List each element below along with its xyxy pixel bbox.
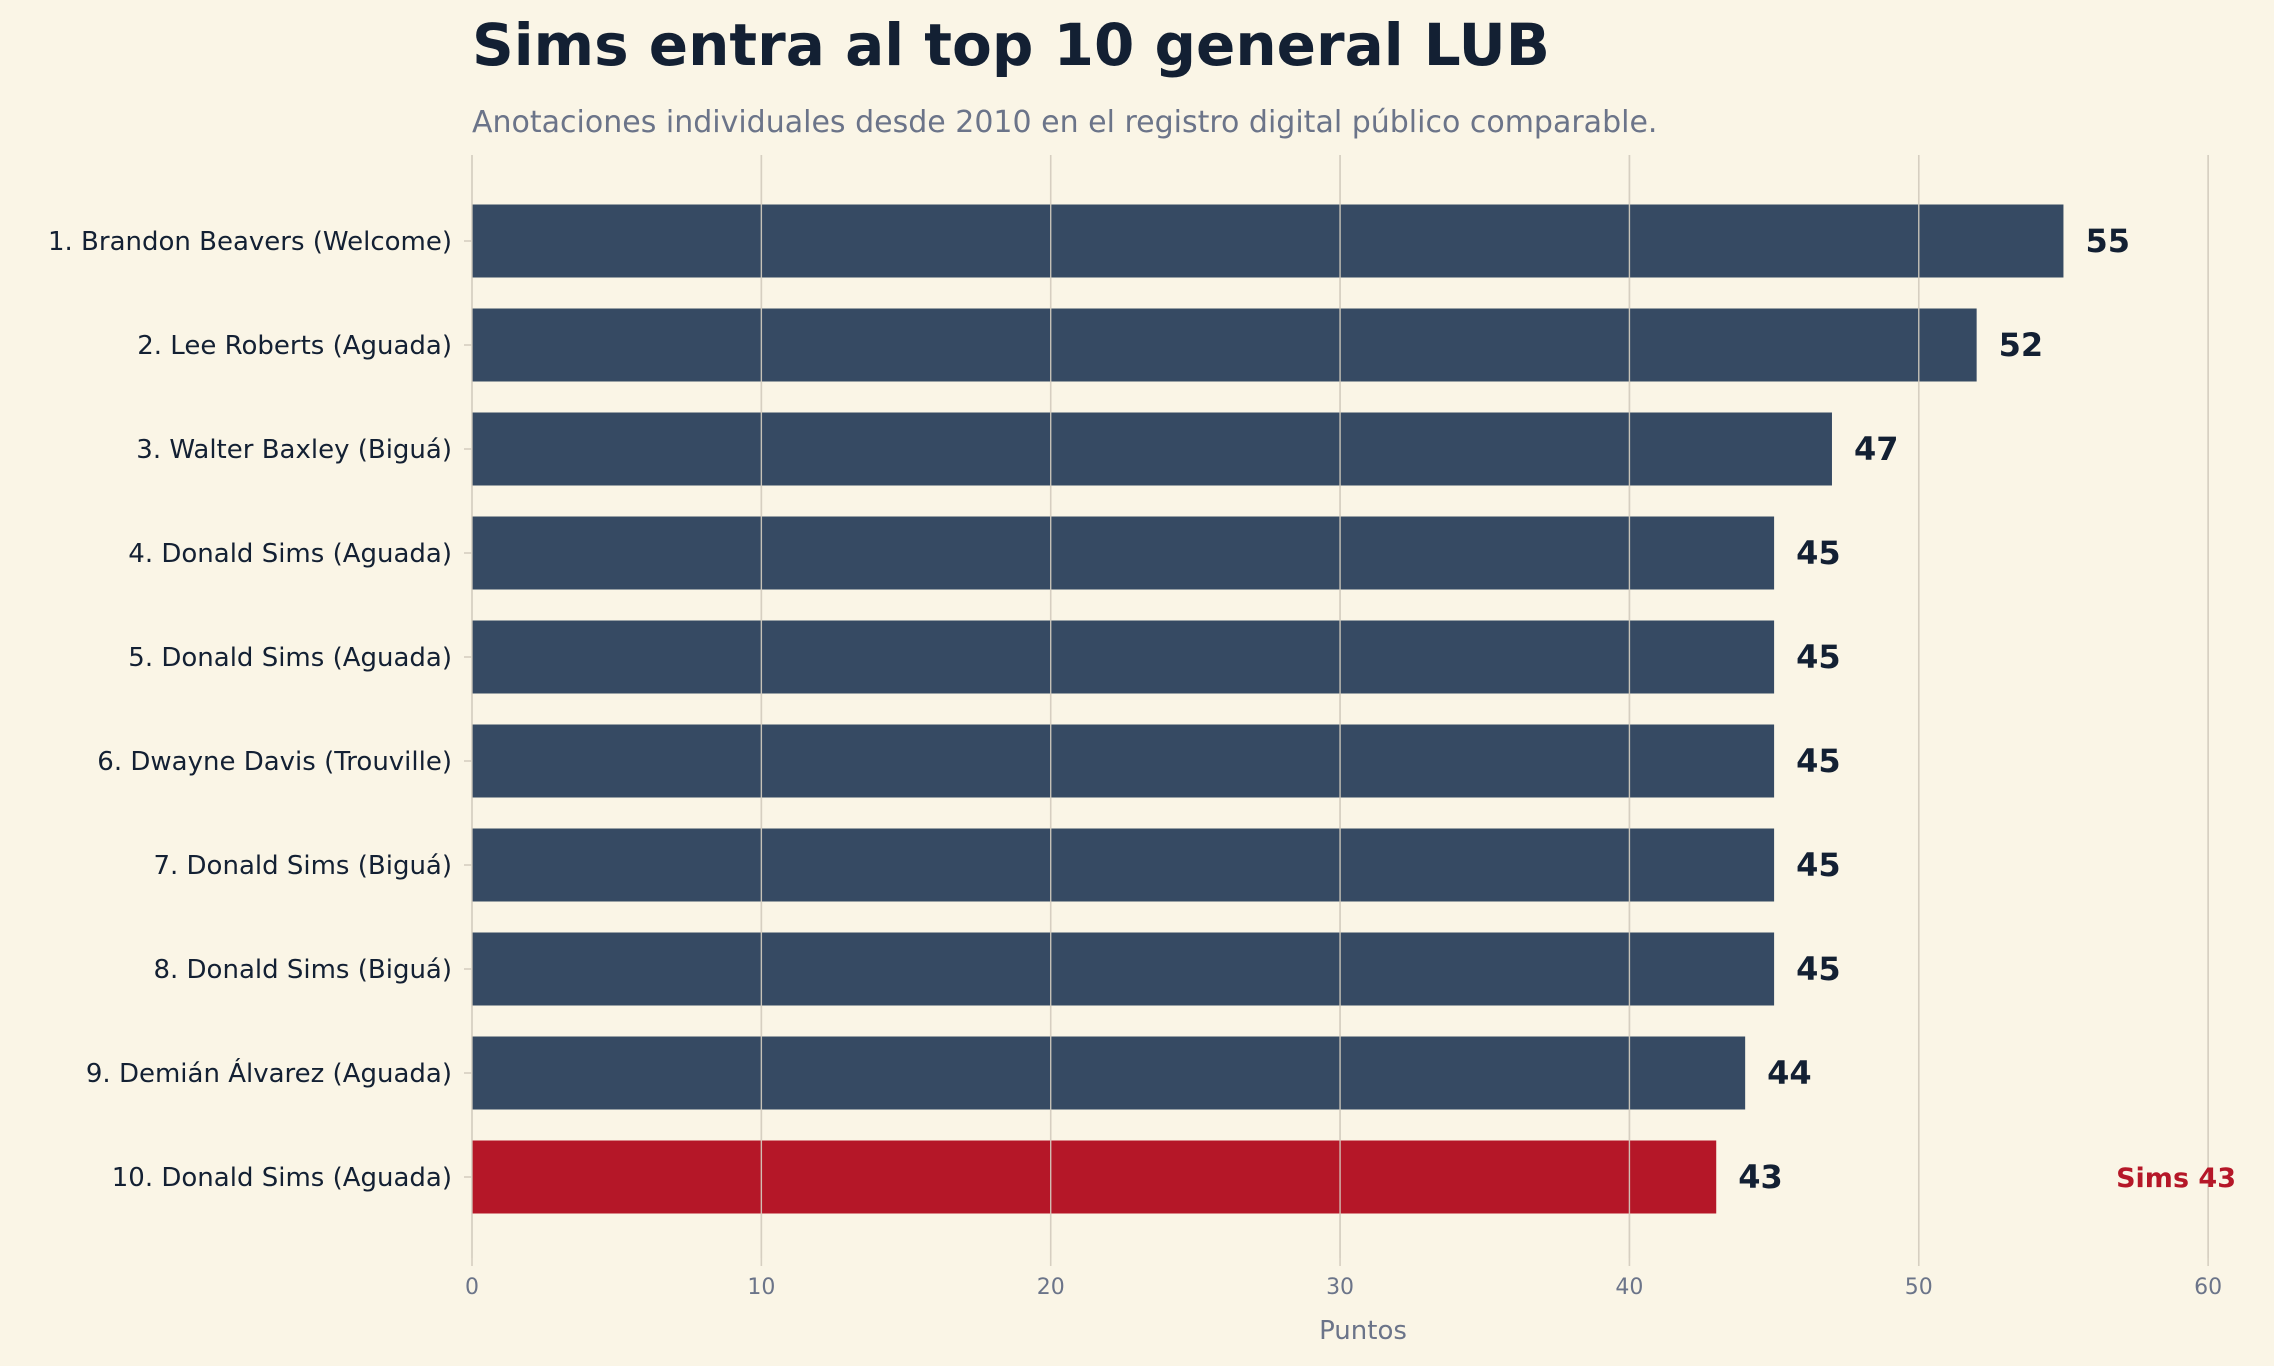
labels-layer: 1. Brandon Beavers (Welcome) 55 2. Lee Rob… (48, 222, 2236, 1196)
x-tick-label: 10 (747, 1275, 775, 1300)
category-label: 2. Lee Roberts (Aguada) (137, 331, 452, 361)
value-label: 47 (1854, 430, 1899, 468)
value-label: 45 (1796, 846, 1841, 884)
bar (472, 1036, 1746, 1110)
value-label: 43 (1738, 1158, 1783, 1196)
bar (472, 828, 1775, 902)
category-label: 5. Donald Sims (Aguada) (128, 643, 452, 673)
category-label: 4. Donald Sims (Aguada) (128, 539, 452, 569)
category-label: 7. Donald Sims (Biguá) (153, 851, 452, 881)
chart-subtitle: Anotaciones individuales desde 2010 en e… (472, 105, 1657, 140)
highlight-annotation: Sims 43 (2116, 1163, 2236, 1194)
value-label: 45 (1796, 950, 1841, 988)
x-tick-label: 0 (465, 1275, 479, 1300)
x-tick-label: 30 (1326, 1275, 1354, 1300)
bar (472, 308, 1977, 382)
x-tick-label: 40 (1615, 1275, 1643, 1300)
bar (472, 724, 1775, 798)
x-axis: 0 10 20 30 40 50 60 (465, 1258, 2222, 1300)
bar (472, 1140, 1717, 1214)
bar (472, 204, 2064, 278)
bars-layer (471, 155, 2209, 1258)
value-label: 45 (1796, 638, 1841, 676)
bar (472, 412, 1832, 486)
value-label: 44 (1767, 1054, 1812, 1092)
value-label: 52 (1999, 326, 2044, 364)
chart-title: Sims entra al top 10 general LUB (472, 11, 1550, 79)
category-label: 1. Brandon Beavers (Welcome) (48, 227, 452, 257)
value-label: 45 (1796, 742, 1841, 780)
x-tick-label: 60 (2194, 1275, 2222, 1300)
x-tick-label: 20 (1037, 1275, 1065, 1300)
category-label: 8. Donald Sims (Biguá) (153, 955, 452, 985)
category-label: 10. Donald Sims (Aguada) (112, 1163, 452, 1193)
value-label: 45 (1796, 534, 1841, 572)
x-axis-title: Puntos (1319, 1316, 1407, 1346)
category-label: 9. Demián Álvarez (Aguada) (86, 1057, 452, 1089)
value-label: 55 (2085, 222, 2130, 260)
category-label: 3. Walter Baxley (Biguá) (136, 435, 452, 465)
bar (472, 516, 1775, 590)
bar (472, 932, 1775, 1006)
x-tick-label: 50 (1905, 1275, 1933, 1300)
bar (472, 620, 1775, 694)
category-label: 6. Dwayne Davis (Trouville) (97, 747, 452, 777)
